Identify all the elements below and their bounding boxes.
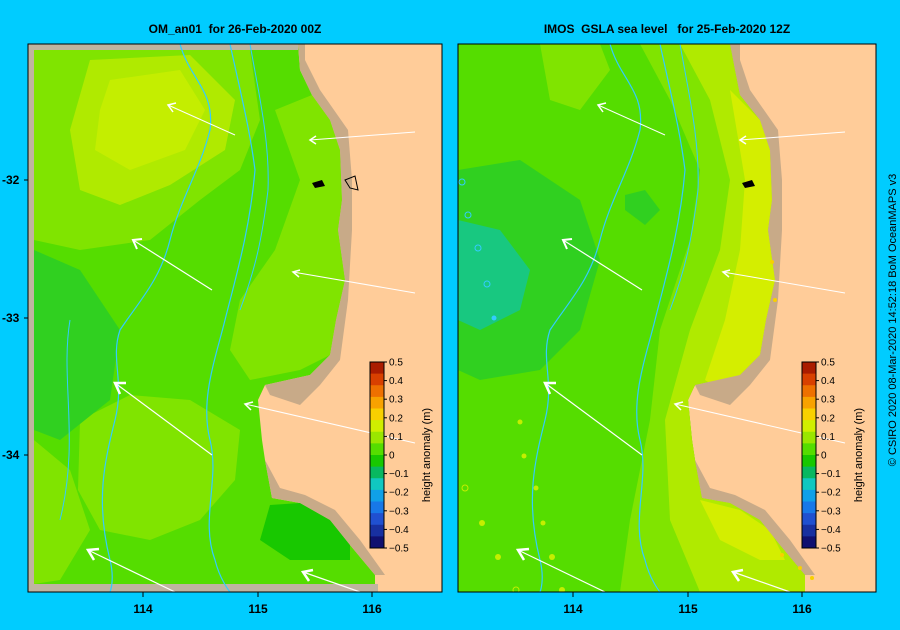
colorbar-swatch	[802, 489, 816, 502]
credit-text: © CSIRO 2020 08-Mar-2020 14:52:18 BoM Oc…	[887, 173, 899, 467]
colorbar-tick-label: −0.3	[821, 506, 841, 517]
colorbar-tick-label: 0.4	[389, 376, 403, 387]
colorbar-tick-label: 0.4	[821, 376, 835, 387]
colorbar-right: 0.5 0.4 0.3 0.2 0.1 0 −0.1 −0.2 −0.3 −0.4 −0.5 heig…	[801, 358, 865, 555]
anomaly-low-region	[34, 250, 120, 440]
colorbar-tick-label: −0.5	[821, 544, 841, 555]
colorbar-tick-label: −0.5	[389, 544, 409, 555]
x-tick-label: 116	[792, 602, 812, 616]
colorbar-tick-label: −0.4	[821, 525, 841, 536]
colorbar-swatch	[370, 385, 384, 398]
colorbar-tick-label: 0.3	[389, 395, 403, 406]
colorbar-tick-label: 0	[821, 451, 827, 462]
current-vectors	[515, 102, 846, 592]
colorbar-swatch	[802, 513, 816, 526]
colorbar-swatch	[370, 536, 384, 549]
colorbar-tick-label: 0.1	[389, 432, 403, 443]
x-axis-left: 114 115 116	[133, 592, 382, 616]
y-tick-label: -34	[2, 448, 20, 462]
x-tick-label: 115	[248, 602, 268, 616]
colorbar-tick-label: −0.1	[821, 469, 841, 480]
y-tick-label: -32	[2, 173, 20, 187]
y-tick-label: -33	[2, 311, 20, 325]
isobath-line	[531, 44, 642, 592]
colorbar-tick-label: 0.5	[821, 358, 835, 369]
colorbar-tick-label: 0.3	[821, 395, 835, 406]
right-map	[458, 44, 876, 592]
anomaly-lowest-region	[458, 220, 530, 330]
x-axis-right: 114 115 116	[563, 592, 812, 616]
colorbar-swatch	[802, 455, 816, 468]
colorbar-tick-label: −0.3	[389, 506, 409, 517]
colorbar-swatch	[802, 420, 816, 433]
colorbar-left: 0.5 0.4 0.3 0.2 0.1 0 −0.1 −0.2 −0.3 −0.4 −0.5 heig…	[369, 358, 433, 555]
colorbar-swatch	[370, 373, 384, 386]
current-vectors	[85, 102, 416, 592]
colorbar-swatch	[370, 513, 384, 526]
colorbar-swatch	[370, 362, 384, 375]
colorbar-swatch	[370, 455, 384, 468]
colorbar-swatch	[802, 431, 816, 444]
colorbar-swatch	[370, 501, 384, 514]
colorbar-swatch	[802, 373, 816, 386]
x-tick-label: 116	[362, 602, 382, 616]
anomaly-coastal-region	[230, 95, 345, 380]
colorbar-tick-label: 0.5	[389, 358, 403, 369]
colorbar-tick-label: 0.1	[821, 432, 835, 443]
right-map-frame	[457, 43, 877, 593]
colorbar-swatch	[370, 478, 384, 491]
colorbar-swatch	[802, 466, 816, 479]
colorbar-tick-label: 0	[389, 451, 395, 462]
colorbar-swatch	[802, 408, 816, 421]
right-panel-title: IMOS GSLA sea level for 25-Feb-2020 12Z	[543, 22, 791, 36]
colorbar-swatch	[370, 443, 384, 456]
colorbar-tick-label: 0.2	[821, 413, 835, 424]
colorbar-swatch	[802, 396, 816, 409]
colorbar-swatch	[802, 362, 816, 375]
colorbar-tick-label: −0.1	[389, 469, 409, 480]
colorbar-tick-label: −0.2	[389, 488, 409, 499]
y-axis: -32 -33 -34	[2, 173, 28, 462]
colorbar-swatch	[802, 524, 816, 537]
left-panel-title: OM_an01 for 26-Feb-2020 00Z	[148, 22, 322, 36]
island	[742, 180, 755, 188]
anomaly-peak-region	[705, 90, 775, 390]
island	[312, 180, 325, 188]
colorbar-tick-label: −0.4	[389, 525, 409, 536]
colorbar-label: height anomaly (m)	[853, 408, 865, 502]
x-tick-label: 115	[678, 602, 698, 616]
colorbar-swatch	[802, 501, 816, 514]
colorbar-label: height anomaly (m)	[421, 408, 433, 502]
colorbar-tick-label: −0.2	[821, 488, 841, 499]
colorbar-swatch	[802, 385, 816, 398]
colorbar-swatch	[370, 420, 384, 433]
anomaly-shelf-low	[260, 503, 350, 560]
colorbar-swatch	[370, 408, 384, 421]
altimeter-track	[458, 178, 814, 592]
x-tick-label: 114	[133, 602, 153, 616]
colorbar-swatch	[370, 524, 384, 537]
colorbar-swatch	[370, 396, 384, 409]
isobath-line	[101, 44, 212, 592]
colorbar-swatch	[370, 489, 384, 502]
colorbar-swatch	[802, 478, 816, 491]
colorbar-swatch	[370, 466, 384, 479]
colorbar-swatch	[802, 443, 816, 456]
x-tick-label: 114	[563, 602, 583, 616]
colorbar-swatch	[370, 431, 384, 444]
anomaly-south-region	[78, 395, 240, 540]
colorbar-swatch	[802, 536, 816, 549]
colorbar-tick-label: 0.2	[389, 413, 403, 424]
anomaly-peak-region	[95, 70, 205, 170]
